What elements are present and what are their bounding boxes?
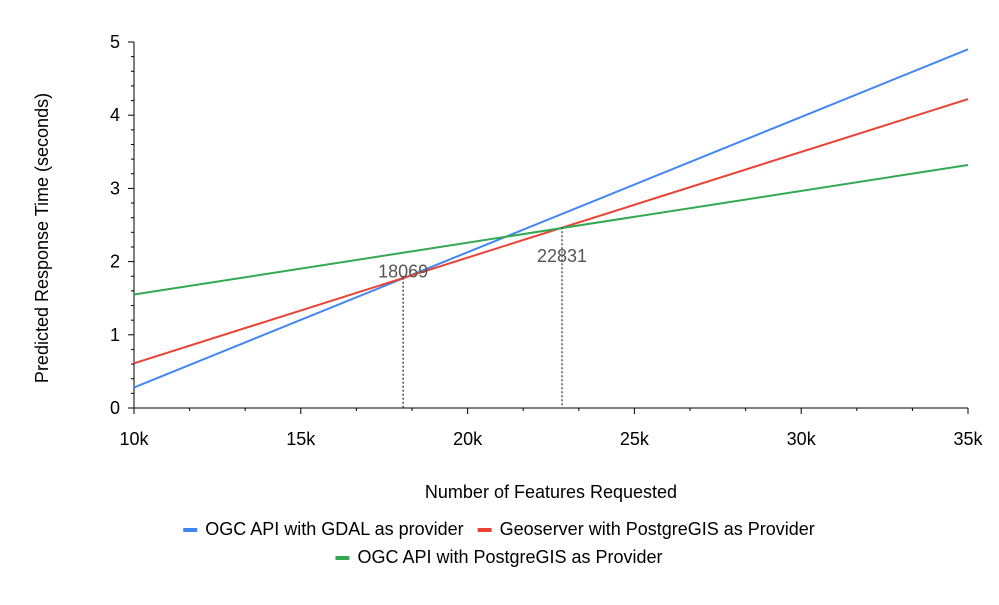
x-tick-label: 35k (953, 429, 983, 449)
legend-swatch (183, 528, 198, 532)
legend-item-label: OGC API with GDAL as provider (205, 519, 463, 539)
y-axis-title: Predicted Response Time (seconds) (32, 93, 52, 383)
x-tick-label: 25k (620, 429, 650, 449)
x-tick-label: 10k (119, 429, 149, 449)
x-axis-title: Number of Features Requested (425, 482, 677, 502)
y-axis: 0 1 2 3 4 5 (110, 32, 135, 418)
y-tick-label: 4 (110, 105, 120, 125)
y-tick-label: 0 (110, 398, 120, 418)
annotation-label: 22831 (537, 246, 587, 266)
legend-swatch (477, 528, 492, 532)
series-line-2 (133, 98, 969, 365)
series-layer (133, 48, 969, 389)
x-tick-label: 30k (787, 429, 817, 449)
x-tick-label: 20k (453, 429, 483, 449)
legend-item-label: Geoserver with PostgreGIS as Provider (500, 519, 815, 539)
legend-item-label: OGC API with PostgreGIS as Provider (357, 547, 662, 567)
x-tick-label: 15k (286, 429, 316, 449)
y-tick-label: 3 (110, 178, 120, 198)
y-tick-label: 2 (110, 252, 120, 272)
legend[interactable]: OGC API with GDAL as provider Geoserver w… (183, 519, 815, 567)
legend-swatch (335, 556, 350, 560)
x-axis: 10k 15k 20k 25k 30k 35k (119, 407, 984, 449)
series-line-3 (133, 164, 969, 296)
y-tick-label: 1 (110, 325, 120, 345)
series-line-1 (133, 48, 969, 389)
y-tick-label: 5 (110, 32, 120, 52)
annotation-layer: 18069 22831 (378, 227, 587, 408)
annotation-label: 18069 (378, 262, 428, 282)
